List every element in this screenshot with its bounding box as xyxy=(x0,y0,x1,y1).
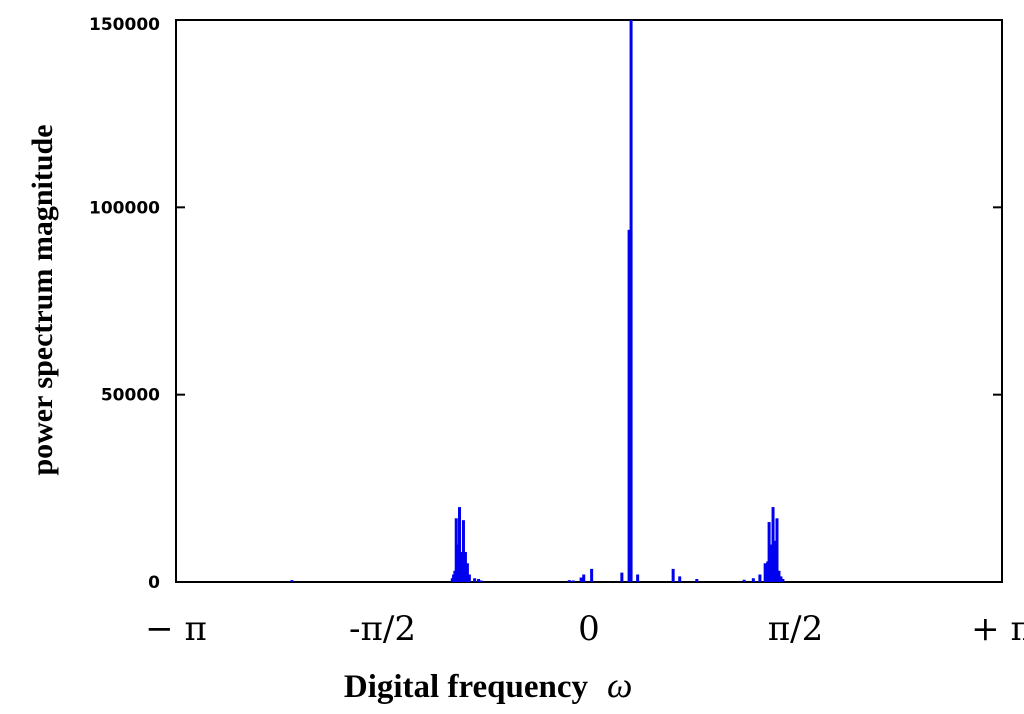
spectrum-bar xyxy=(456,544,460,582)
spectrum-bar xyxy=(467,574,471,582)
y-axis-label: power spectrum magnitude xyxy=(26,124,59,475)
x-tick-label: + π xyxy=(971,609,1024,649)
spectrum-bar xyxy=(779,576,783,582)
spectrum-bar xyxy=(769,544,773,582)
spectrum-bar xyxy=(582,574,586,582)
x-tick-label: π/2 xyxy=(768,609,823,649)
spectrum-bar xyxy=(567,580,571,582)
plot-frame xyxy=(175,19,1003,583)
spectrum-bars xyxy=(290,20,785,582)
x-axis-label: Digital frequency xyxy=(344,669,589,705)
spectrum-bar xyxy=(571,580,575,582)
spectrum-bar xyxy=(751,578,755,582)
spectrum-bar xyxy=(465,563,469,582)
spectrum-bar xyxy=(758,574,762,582)
spectrum-bar xyxy=(777,570,781,582)
spectrum-bar xyxy=(678,576,682,582)
spectrum-bar xyxy=(773,540,777,582)
spectrum-bar xyxy=(479,580,483,582)
spectrum-bar xyxy=(695,579,699,582)
spectrum-bar xyxy=(767,522,771,582)
spectrum-bar xyxy=(781,579,785,582)
spectrum-bar xyxy=(579,577,583,582)
spectrum-bar xyxy=(627,229,631,582)
spectrum-bar xyxy=(742,579,746,582)
y-tick-label: 0 xyxy=(148,573,160,593)
spectrum-bar xyxy=(461,520,465,582)
spectrum-bar xyxy=(463,552,467,582)
y-tick-label: 50000 xyxy=(101,386,160,406)
spectrum-bar xyxy=(771,507,775,582)
spectrum-bar xyxy=(629,20,633,582)
y-tick-label: 100000 xyxy=(89,198,160,218)
x-tick-label: 0 xyxy=(578,609,600,649)
spectrum-bar xyxy=(473,578,477,582)
spectrum-bar xyxy=(459,552,463,582)
spectrum-bar xyxy=(636,574,640,582)
x-axis-ticks: − π -π/2 0 π/2 + π xyxy=(145,609,1024,649)
y-axis-ticks: 0 50000 100000 150000 xyxy=(89,15,1002,593)
x-tick-label: -π/2 xyxy=(349,609,416,649)
spectrum-bar xyxy=(775,518,779,582)
y-tick-label: 150000 xyxy=(89,15,160,35)
x-tick-label: − π xyxy=(145,609,207,649)
spectrum-bar xyxy=(477,579,481,582)
spectrum-bar xyxy=(290,580,294,582)
spectrum-bar xyxy=(620,572,624,582)
x-axis-symbol: ω xyxy=(607,665,632,705)
spectrum-bar xyxy=(590,568,594,582)
spectrum-bar xyxy=(671,568,675,582)
spectrum-bar xyxy=(763,563,767,582)
spectrum-bar xyxy=(458,507,462,582)
